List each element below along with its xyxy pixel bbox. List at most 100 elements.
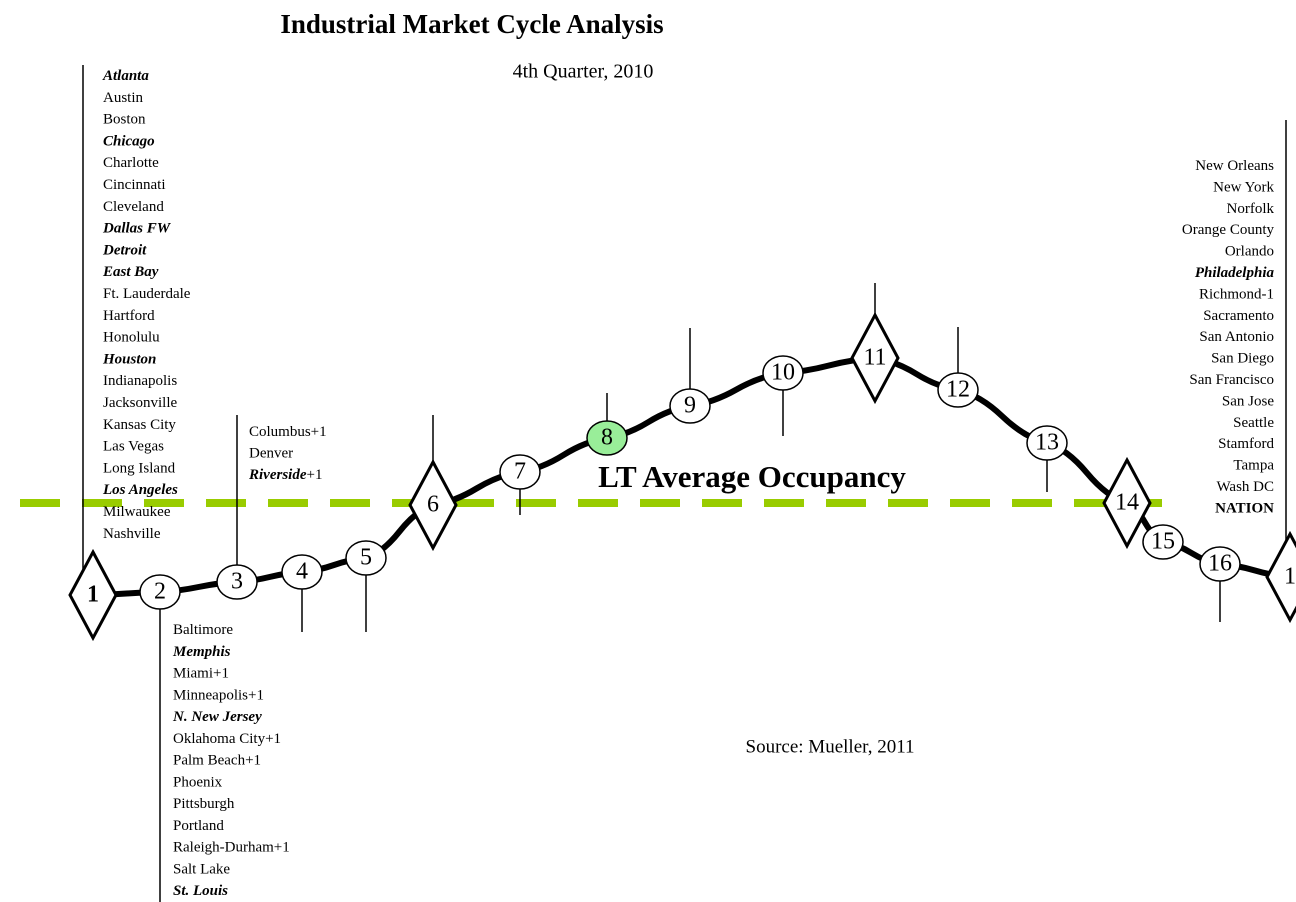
market-name: San Francisco <box>1189 372 1274 388</box>
phase-label: 8 <box>601 425 613 451</box>
market-name-text: Detroit <box>102 243 147 259</box>
market-name: Kansas City <box>103 417 176 433</box>
market-name: Milwaukee <box>103 504 171 520</box>
market-name-text: Dallas FW <box>102 221 172 237</box>
market-name-text: Austin <box>103 90 144 106</box>
market-name: Memphis <box>172 644 231 660</box>
market-name-text: San Jose <box>1222 394 1274 410</box>
market-name-text: Jacksonville <box>103 395 177 411</box>
phase-label: 9 <box>684 393 696 419</box>
market-name: Philadelphia <box>1195 265 1275 281</box>
market-name: Dallas FW <box>102 221 172 237</box>
title: Industrial Market Cycle Analysis <box>280 9 663 39</box>
reference-label: LT Average Occupancy <box>598 459 906 494</box>
phase-label: 1 <box>87 582 99 608</box>
market-name: Norfolk <box>1227 201 1275 217</box>
market-name-text: Salt Lake <box>173 862 230 878</box>
market-name: San Antonio <box>1199 330 1274 346</box>
market-name-text: Charlotte <box>103 156 159 172</box>
market-name: Orange County <box>1182 223 1275 239</box>
market-name: NATION <box>1215 501 1274 517</box>
market-name: Palm Beach+1 <box>173 753 261 769</box>
market-name: Portland <box>173 818 224 834</box>
phase-diamond <box>408 458 458 552</box>
market-name: Austin <box>103 90 144 106</box>
phase-label: 5 <box>360 545 372 571</box>
market-name-text: Chicago <box>103 134 155 150</box>
phase-circle <box>345 540 387 576</box>
market-name-text: Miami+1 <box>173 666 229 682</box>
phase-label: 15 <box>1151 529 1175 555</box>
market-name: Orlando <box>1225 244 1274 260</box>
market-name: Raleigh-Durham+1 <box>173 840 290 856</box>
market-name-text: Philadelphia <box>1195 265 1275 281</box>
market-name: Las Vegas <box>103 439 164 455</box>
market-name: Riverside+1 <box>248 467 322 483</box>
phase-label: 6 <box>427 492 439 518</box>
market-name: Richmond-1 <box>1199 287 1274 303</box>
market-name: Houston <box>102 352 156 368</box>
source: Source: Mueller, 2011 <box>746 736 915 757</box>
market-name-text: Los Angeles <box>102 483 178 499</box>
market-name: St. Louis <box>173 883 228 899</box>
market-name-text: San Diego <box>1211 351 1274 367</box>
market-name-text: Oklahoma City+1 <box>173 731 281 747</box>
market-name: Minneapolis+1 <box>173 688 264 704</box>
market-name-text: Columbus+1 <box>249 424 327 440</box>
market-name-text: Portland <box>173 818 224 834</box>
market-name: San Jose <box>1222 394 1274 410</box>
phase-circle <box>586 420 628 456</box>
market-name: Boston <box>103 112 146 128</box>
market-name-text: Riverside <box>248 467 307 483</box>
market-name-text: Richmond-1 <box>1199 287 1274 303</box>
market-name-text: Memphis <box>172 644 231 660</box>
market-name-text: Wash DC <box>1216 479 1274 495</box>
market-name-text: Raleigh-Durham+1 <box>173 840 290 856</box>
market-name-text: Palm Beach+1 <box>173 753 261 769</box>
market-name-text: New York <box>1213 180 1274 196</box>
phase-label: 10 <box>771 360 795 386</box>
market-name-text: Baltimore <box>173 622 233 638</box>
market-name-text: Phoenix <box>173 775 223 791</box>
market-name-text: Ft. Lauderdale <box>103 286 191 302</box>
phase-circle <box>762 355 804 391</box>
market-name-text: Orlando <box>1225 244 1274 260</box>
market-name-text: East Bay <box>102 265 159 281</box>
market-name: Cincinnati <box>103 177 166 193</box>
market-name-text: Denver <box>249 446 293 462</box>
market-name-text: Norfolk <box>1227 201 1275 217</box>
market-name: Chicago <box>103 134 155 150</box>
market-name-text: New Orleans <box>1195 158 1274 174</box>
market-name-text: Long Island <box>103 461 176 477</box>
market-name-text: Nashville <box>103 526 161 542</box>
market-name: Jacksonville <box>103 395 177 411</box>
phase-circle <box>669 388 711 424</box>
market-name-text: Sacramento <box>1203 308 1274 324</box>
phase-label: 7 <box>514 459 526 485</box>
market-name: Baltimore <box>173 622 233 638</box>
phase-label: 2 <box>154 579 166 605</box>
phase-label: 16 <box>1208 551 1232 577</box>
phase-circle <box>281 554 323 590</box>
market-name-text: Honolulu <box>103 330 160 346</box>
market-name: Stamford <box>1218 437 1274 453</box>
phase-label: 3 <box>231 569 243 595</box>
phase-circle <box>1026 425 1068 461</box>
subtitle: 4th Quarter, 2010 <box>513 61 654 83</box>
phase-circle <box>139 574 181 610</box>
market-name-text: Tampa <box>1233 458 1274 474</box>
market-name: Cleveland <box>103 199 164 215</box>
phase-label: 12 <box>946 377 970 403</box>
market-name-text: Seattle <box>1233 415 1274 431</box>
phase-circle <box>216 564 258 600</box>
market-name: Salt Lake <box>173 862 230 878</box>
market-name-text: St. Louis <box>173 883 228 899</box>
market-name: Phoenix <box>173 775 223 791</box>
market-name: Columbus+1 <box>249 424 327 440</box>
market-name: Long Island <box>103 461 176 477</box>
phase-label: 13 <box>1035 430 1059 456</box>
market-name-text: Orange County <box>1182 223 1275 239</box>
market-name-text: Kansas City <box>103 417 176 433</box>
market-suffix: +1 <box>307 467 323 483</box>
